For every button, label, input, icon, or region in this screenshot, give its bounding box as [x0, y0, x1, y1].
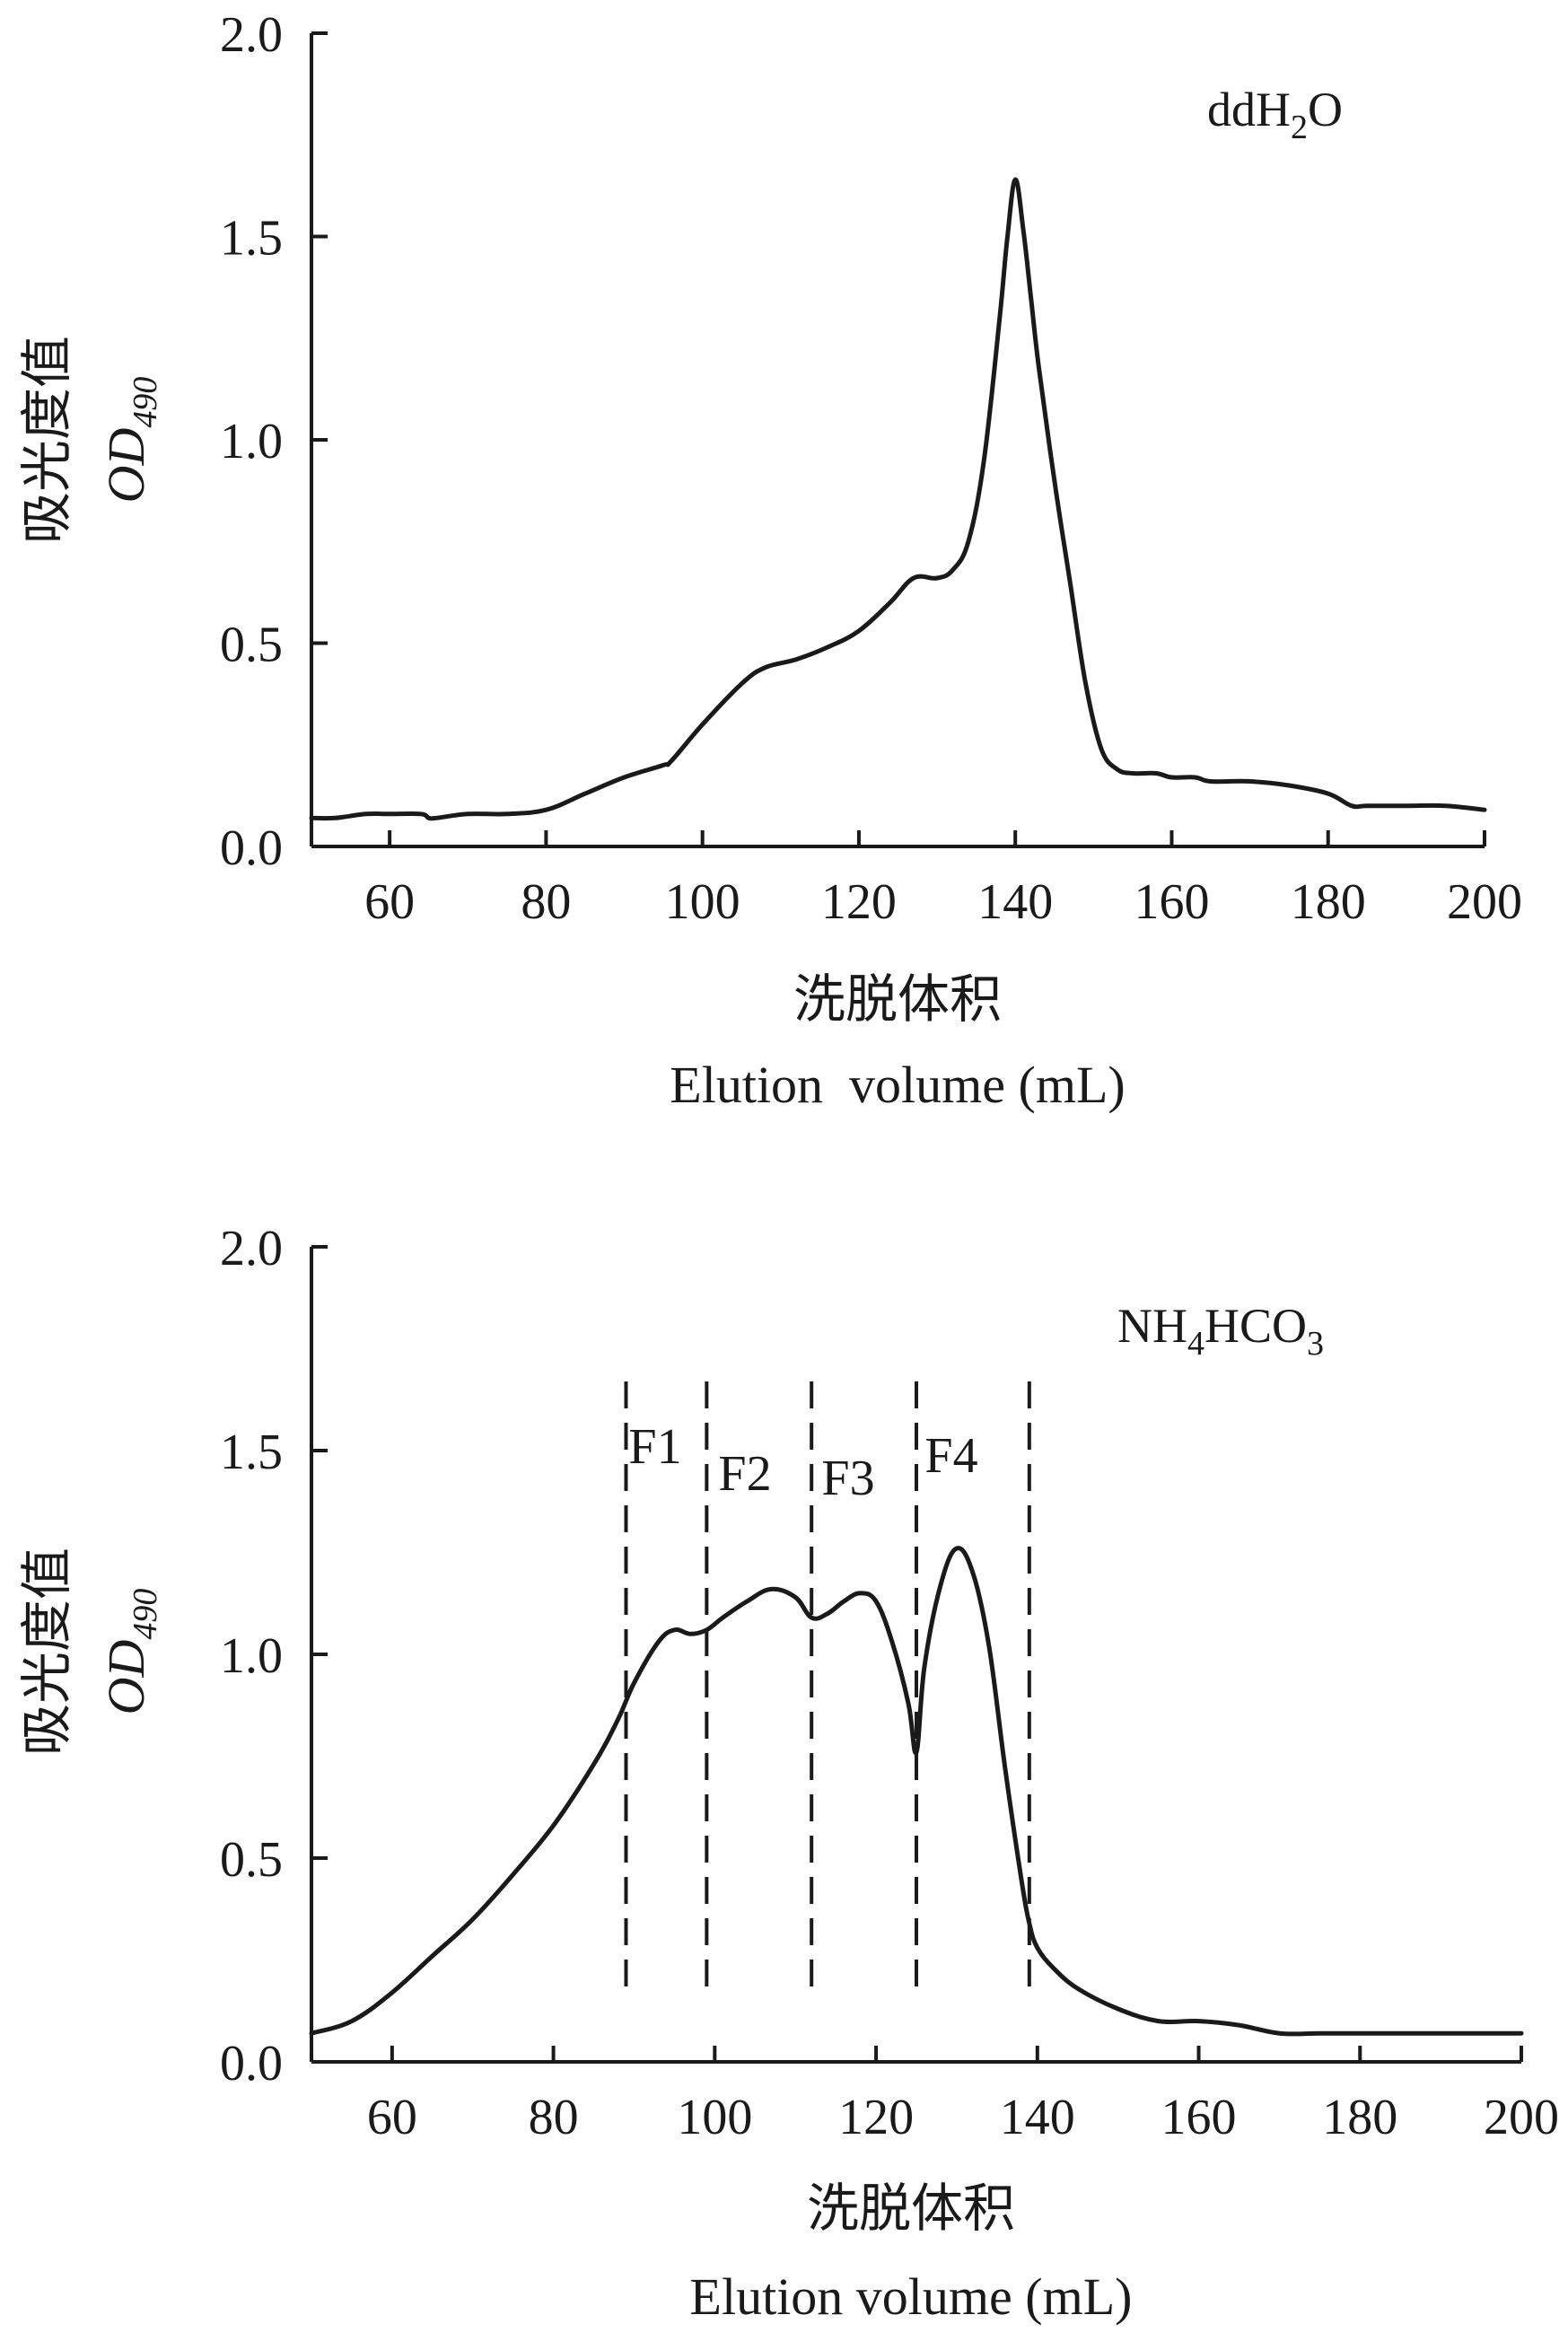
fraction-label-f2: F2	[718, 1446, 771, 1502]
y-tick-label: 1.5	[220, 211, 283, 267]
x-tick-label: 200	[1447, 874, 1522, 930]
y-tick-label: 0.0	[220, 2036, 283, 2091]
chart-ddh2o-ticks	[311, 31, 1486, 848]
x-tick-label: 180	[1291, 874, 1366, 930]
x-tick-label: 140	[1000, 2090, 1075, 2145]
x-tick-label: 180	[1322, 2090, 1397, 2145]
y-tick-label: 0.5	[220, 1832, 283, 1888]
chart-nh4hco3-y-tick-labels: 0.0 0.5 1.0 1.5 2.0	[220, 1221, 283, 2091]
chart-ddh2o-annotation-base: ddH	[1207, 83, 1291, 136]
x-tick-label: 80	[521, 874, 571, 930]
chart-nh4hco3-annotation-sub: 4	[1187, 1325, 1204, 1363]
fraction-label-f1: F1	[628, 1419, 681, 1475]
fraction-label-f3: F3	[821, 1451, 874, 1506]
y-tick-label: 1.0	[220, 1628, 283, 1684]
chart-ddh2o-annotation: ddH2O	[1207, 83, 1343, 146]
y-tick-label: 0.0	[220, 820, 283, 876]
x-tick-label: 60	[367, 2090, 417, 2145]
x-tick-label: 200	[1484, 2090, 1559, 2145]
chart-ddh2o-ylabel-od-main: OD	[97, 428, 155, 504]
chart-ddh2o-ylabel-cn: 吸光度值	[18, 336, 76, 544]
x-tick-label: 160	[1134, 874, 1209, 930]
chart-ddh2o-xlabel-cn: 洗脱体积	[793, 970, 1002, 1029]
chart-ddh2o-y-tick-labels: 0.0 0.5 1.0 1.5 2.0	[220, 7, 283, 876]
chart-nh4hco3-annotation-base: NH	[1117, 1299, 1187, 1353]
chart-nh4hco3-annotation-mid: HCO	[1204, 1299, 1307, 1353]
chart-nh4hco3-ylabel-od: OD490	[97, 1589, 164, 1715]
y-tick-label: 1.0	[220, 414, 283, 469]
y-tick-label: 2.0	[220, 1221, 283, 1276]
chart-ddh2o-annotation-tail: O	[1308, 83, 1343, 136]
x-tick-label: 60	[364, 874, 415, 930]
x-tick-label: 160	[1161, 2090, 1237, 2145]
chart-nh4hco3-ylabel-od-sub: 490	[127, 1589, 164, 1640]
y-tick-label: 0.5	[220, 618, 283, 673]
chart-nh4hco3: 60 80 100 120 140 160 180 200 0.0 0.5 1.0 1.5 2.0 F…	[18, 1221, 1559, 2326]
chart-ddh2o-xlabel-en: Elution volume (mL)	[670, 1056, 1125, 1114]
chart-ddh2o: 60 80 100 120 140 160 180 200 0.0 0.5 1.0 1.5 2.0 d…	[18, 7, 1522, 1114]
x-tick-label: 100	[677, 2090, 752, 2145]
chart-ddh2o-ylabel: 吸光度值 OD490	[18, 336, 164, 544]
x-tick-label: 120	[821, 874, 897, 930]
chart-ddh2o-ylabel-od: OD490	[97, 377, 164, 504]
chart-nh4hco3-series-line	[309, 1546, 1524, 2037]
chart-ddh2o-ylabel-od-sub: 490	[127, 377, 164, 428]
chart-nh4hco3-annotation: NH4HCO3	[1117, 1299, 1324, 1363]
x-tick-label: 100	[665, 874, 740, 930]
chart-ddh2o-x-tick-labels: 60 80 100 120 140 160 180 200	[364, 874, 1522, 930]
chart-nh4hco3-xlabel-cn: 洗脱体积	[807, 2179, 1015, 2238]
chart-nh4hco3-fraction-dividers	[624, 1381, 1031, 1999]
fraction-label-f4: F4	[924, 1428, 977, 1484]
chart-ddh2o-series-line	[309, 177, 1487, 821]
chart-nh4hco3-x-tick-labels: 60 80 100 120 140 160 180 200	[367, 2090, 1559, 2145]
chart-nh4hco3-ylabel: 吸光度值 OD490	[18, 1548, 164, 1756]
y-tick-label: 1.5	[220, 1425, 283, 1480]
chart-nh4hco3-ylabel-cn: 吸光度值	[18, 1548, 76, 1756]
x-tick-label: 120	[838, 2090, 914, 2145]
chart-ddh2o-annotation-sub: 2	[1291, 109, 1308, 146]
chart-nh4hco3-fraction-labels: F1 F2 F3 F4	[628, 1419, 977, 1506]
x-tick-label: 80	[529, 2090, 579, 2145]
y-tick-label: 2.0	[220, 7, 283, 63]
chart-nh4hco3-xlabel-en: Elution volume (mL)	[690, 2267, 1133, 2326]
x-tick-label: 140	[977, 874, 1053, 930]
chart-nh4hco3-annotation-sub2: 3	[1307, 1325, 1324, 1363]
chart-nh4hco3-ylabel-od-main: OD	[97, 1640, 155, 1715]
